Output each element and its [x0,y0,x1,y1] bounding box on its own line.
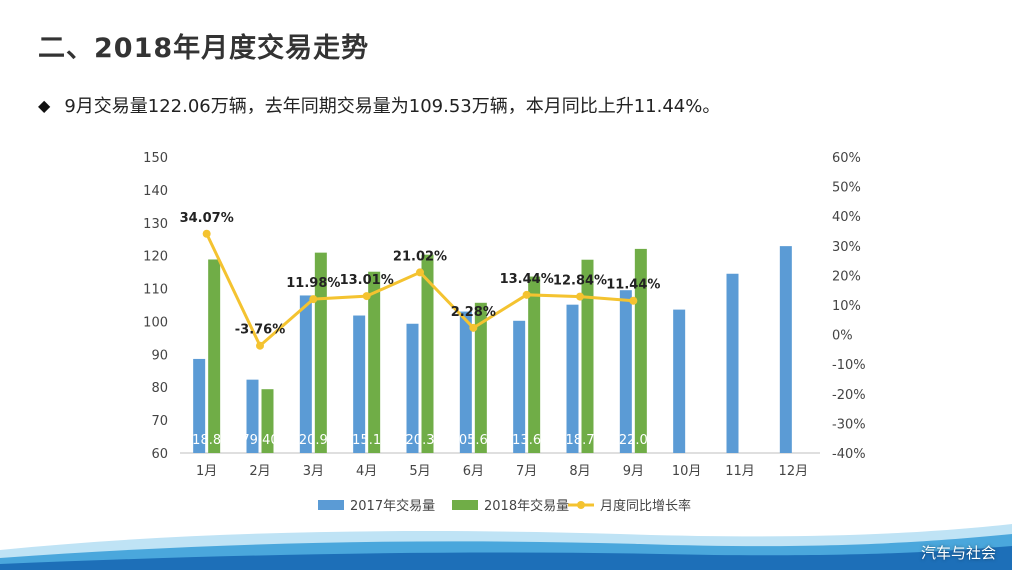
growth-rate-point [309,295,318,304]
y2-tick-label: 20% [832,269,861,284]
bar-2017 [726,273,739,453]
growth-rate-label: 11.44% [606,278,660,293]
growth-rate-label: -3.76% [235,323,286,338]
bar-2017 [246,379,259,453]
growth-rate-label: 12.84% [553,274,607,289]
y2-tick-label: 30% [832,240,861,255]
growth-rate-label: 13.01% [340,273,394,288]
growth-rate-point [416,268,424,277]
legend-swatch-growth-point [577,501,585,509]
legend-label-2017: 2017年交易量 [350,498,435,514]
legend-label-2018: 2018年交易量 [484,498,569,514]
growth-rate-label: 21.02% [393,249,447,264]
bar-2018 [474,302,487,453]
growth-rate-point [629,296,638,305]
bar-2018 [368,271,381,453]
bar-2017 [353,315,366,453]
y2-tick-label: 10% [832,299,861,314]
bar-2017 [193,358,206,453]
bar-2018 [261,389,274,453]
bar-value-label: 118.84 [184,433,230,448]
y2-tick-label: 0% [832,329,853,344]
bar-2018 [314,252,327,453]
page-title: 二、2018年月度交易走势 [38,33,370,64]
y-tick-label: 100 [143,315,168,330]
growth-rate-point [256,341,264,350]
bar-value-label: 122.06 [611,433,657,448]
x-tick-label: 1月 [196,464,217,479]
legend-label-growth: 月度同比增长率 [600,498,691,514]
y-tick-label: 60 [151,447,168,462]
growth-rate-point [469,323,478,332]
legend-swatch-2017 [318,500,344,510]
bar-2017 [619,290,632,453]
growth-rate-label: 34.07% [180,211,234,226]
y2-tick-label: -10% [832,358,866,373]
x-tick-label: 5月 [409,464,430,479]
x-tick-label: 3月 [303,464,324,479]
y2-tick-label: -40% [832,447,866,462]
y2-tick-label: -30% [832,417,866,432]
watermark-text: 汽车与社会 [920,544,996,562]
bar-2017 [459,311,472,453]
bar-2017 [406,323,419,453]
bar-2017 [779,246,792,453]
bar-2018 [581,259,594,453]
growth-rate-point [362,292,371,301]
bar-value-label: 120.92 [291,433,337,448]
x-tick-label: 11月 [725,464,755,479]
growth-rate-point [202,229,211,238]
growth-rate-label: 2.28% [451,305,496,320]
decorative-wave-footer [0,524,1012,570]
y-tick-label: 70 [151,414,168,429]
bar-2018 [208,259,221,453]
y2-tick-label: 60% [832,151,861,166]
growth-rate-point [576,292,584,301]
bar-2018 [421,254,434,453]
x-tick-label: 7月 [516,464,537,479]
legend-swatch-2018 [452,500,478,510]
bar-2017 [673,309,686,453]
bar-value-label: 113.65 [504,433,550,448]
bar-2017 [566,304,579,453]
y-tick-label: 130 [143,217,168,232]
y-tick-label: 140 [143,184,168,199]
bar-2018 [528,276,541,453]
x-tick-label: 8月 [569,464,590,479]
bar-value-label: 118.77 [557,433,603,448]
y-tick-label: 110 [143,283,168,298]
x-tick-label: 6月 [463,464,484,479]
x-tick-label: 9月 [623,464,644,479]
bar-2018 [634,248,647,453]
y-tick-label: 120 [143,250,168,265]
bar-value-label: 115.12 [344,433,390,448]
x-tick-label: 4月 [356,464,377,479]
y-tick-label: 90 [151,348,168,363]
summary-line: ◆ 9月交易量122.06万辆，去年同期交易量为109.53万辆，本月同比上升1… [38,92,720,118]
x-tick-label: 12月 [779,464,809,479]
y2-tick-label: 40% [832,210,861,225]
y-tick-label: 80 [151,381,168,396]
growth-rate-label: 13.44% [500,272,554,287]
y-tick-label: 150 [143,151,168,166]
bar-2017 [299,295,312,453]
summary-text: 9月交易量122.06万辆，去年同期交易量为109.53万辆，本月同比上升11.… [64,96,721,117]
x-tick-label: 2月 [249,464,270,479]
growth-rate-point [522,290,531,299]
bar-2017 [513,320,526,453]
y2-tick-label: -20% [832,388,866,403]
y2-tick-label: 50% [832,181,861,196]
x-tick-label: 10月 [672,464,702,479]
diamond-bullet-icon: ◆ [38,95,51,115]
bar-value-label: 105.67 [451,433,497,448]
bar-value-label: 120.30 [397,433,443,448]
bar-value-label: 79.40 [241,433,278,448]
growth-rate-label: 11.98% [286,276,340,291]
